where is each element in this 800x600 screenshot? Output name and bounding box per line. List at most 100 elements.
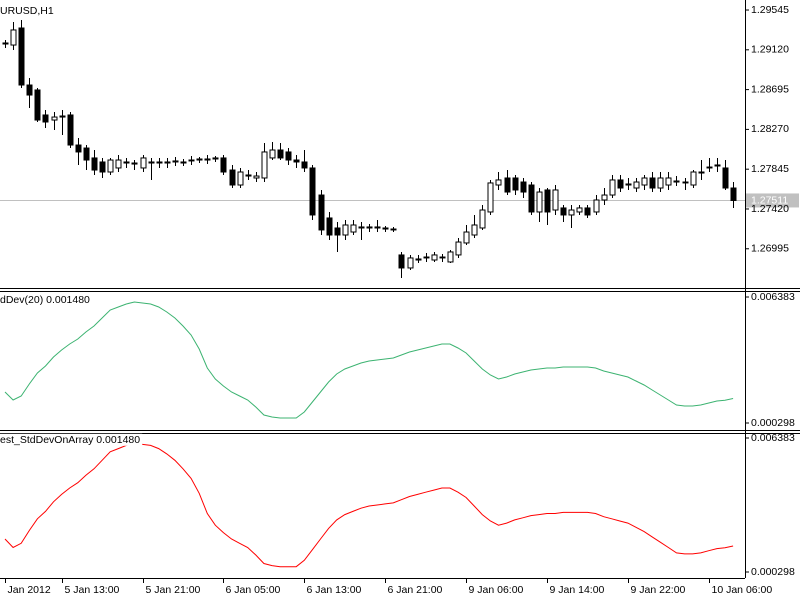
candle-body bbox=[471, 224, 478, 236]
candle-body bbox=[682, 181, 689, 184]
candle-body bbox=[309, 167, 316, 216]
candle-body bbox=[649, 177, 656, 189]
candle-body bbox=[220, 157, 227, 173]
candle-body bbox=[601, 194, 608, 201]
candle-body bbox=[350, 224, 357, 233]
candle-body bbox=[156, 161, 163, 164]
candle-body bbox=[617, 179, 624, 189]
candle-body bbox=[552, 189, 559, 211]
candle-body bbox=[568, 209, 575, 216]
candle-body bbox=[722, 167, 729, 189]
candle-body bbox=[2, 42, 9, 45]
candle-body bbox=[196, 158, 203, 161]
candle-body bbox=[415, 258, 422, 261]
x-tick-label: 5 Jan 21:00 bbox=[146, 584, 201, 596]
candle-body bbox=[26, 84, 33, 96]
candle-body bbox=[398, 254, 405, 269]
candle-body bbox=[180, 161, 187, 164]
candle-body bbox=[140, 157, 147, 169]
x-tick-label: 9 Jan 22:00 bbox=[631, 584, 686, 596]
x-tick-label: 6 Jan 05:00 bbox=[226, 584, 281, 596]
candle-body bbox=[366, 226, 373, 229]
candle-body bbox=[10, 29, 17, 46]
y-tick-label: 0.006383 bbox=[751, 291, 795, 303]
x-tick-label: 10 Jan 06:00 bbox=[712, 584, 773, 596]
indicator-line bbox=[4, 301, 734, 419]
candle-body bbox=[698, 171, 705, 174]
candle-body bbox=[18, 27, 25, 86]
candle-body bbox=[641, 177, 648, 186]
candle-body bbox=[301, 161, 308, 169]
candle-body bbox=[657, 177, 664, 189]
y-tick-label: 0.000298 bbox=[751, 417, 795, 429]
candle-body bbox=[212, 157, 219, 160]
candle-body bbox=[59, 115, 66, 118]
x-tick-label: 6 Jan 13:00 bbox=[307, 584, 362, 596]
candle-body bbox=[148, 161, 155, 164]
candle-body bbox=[520, 181, 527, 193]
candle-body bbox=[536, 191, 543, 213]
candle-body bbox=[51, 116, 58, 121]
candle-body bbox=[665, 177, 672, 186]
candle-body bbox=[487, 182, 494, 213]
y-tick-label: 1.26995 bbox=[751, 243, 789, 255]
candle-body bbox=[479, 209, 486, 229]
candle-body bbox=[253, 175, 260, 179]
candle-body bbox=[261, 151, 268, 179]
candle-body bbox=[690, 171, 697, 186]
candle-body bbox=[342, 224, 349, 236]
pane-title-bg bbox=[0, 433, 143, 446]
candle-body bbox=[83, 147, 90, 161]
candle-body bbox=[164, 161, 171, 164]
x-tick-label: 6 Jan 21:00 bbox=[388, 584, 443, 596]
candle-body bbox=[326, 217, 333, 236]
y-tick-label: 0.006383 bbox=[751, 432, 795, 444]
x-tick-label: 9 Jan 06:00 bbox=[469, 584, 524, 596]
candle-body bbox=[730, 187, 737, 201]
candle-body bbox=[609, 179, 616, 196]
candle-body bbox=[455, 241, 462, 256]
y-tick-label: 1.27420 bbox=[751, 203, 789, 215]
bid-label-bg bbox=[746, 193, 799, 208]
x-tick-label: Jan 2012 bbox=[8, 584, 51, 596]
candle-body bbox=[625, 183, 632, 186]
candle-body bbox=[593, 199, 600, 213]
pane-title: URUSD,H1 bbox=[0, 5, 54, 17]
candle-body bbox=[423, 256, 430, 259]
candle-body bbox=[115, 159, 122, 169]
candle-body bbox=[42, 114, 49, 123]
candle-body bbox=[99, 161, 106, 173]
pane-title-bg bbox=[0, 4, 56, 17]
candle-body bbox=[75, 144, 82, 153]
candle-body bbox=[123, 161, 130, 164]
candle-body bbox=[390, 228, 397, 231]
candle-body bbox=[431, 254, 438, 261]
candle-body bbox=[714, 164, 721, 167]
bid-label: 1.27511 bbox=[751, 195, 788, 207]
candle-body bbox=[172, 160, 179, 163]
y-tick-label: 1.29120 bbox=[751, 44, 789, 56]
candle-body bbox=[576, 207, 583, 213]
candle-body bbox=[358, 226, 365, 229]
candle-body bbox=[285, 151, 292, 161]
candle-body bbox=[673, 180, 680, 183]
x-tick-label: 9 Jan 14:00 bbox=[550, 584, 605, 596]
y-tick-label: 1.27845 bbox=[751, 163, 789, 175]
pane-title-bg bbox=[0, 293, 93, 306]
candle-body bbox=[237, 171, 244, 186]
candle-body bbox=[293, 159, 300, 163]
candle-body bbox=[447, 251, 454, 263]
candle-body bbox=[528, 184, 535, 213]
candle-body bbox=[334, 227, 341, 236]
candle-body bbox=[584, 207, 591, 216]
candle-body bbox=[407, 257, 414, 269]
candle-body bbox=[188, 159, 195, 162]
pane-title: dDev(20) 0.001480 bbox=[0, 294, 90, 306]
y-tick-label: 1.28270 bbox=[751, 123, 789, 135]
candle-body bbox=[318, 194, 325, 231]
y-tick-label: 1.29545 bbox=[751, 4, 789, 16]
candle-body bbox=[245, 174, 252, 177]
